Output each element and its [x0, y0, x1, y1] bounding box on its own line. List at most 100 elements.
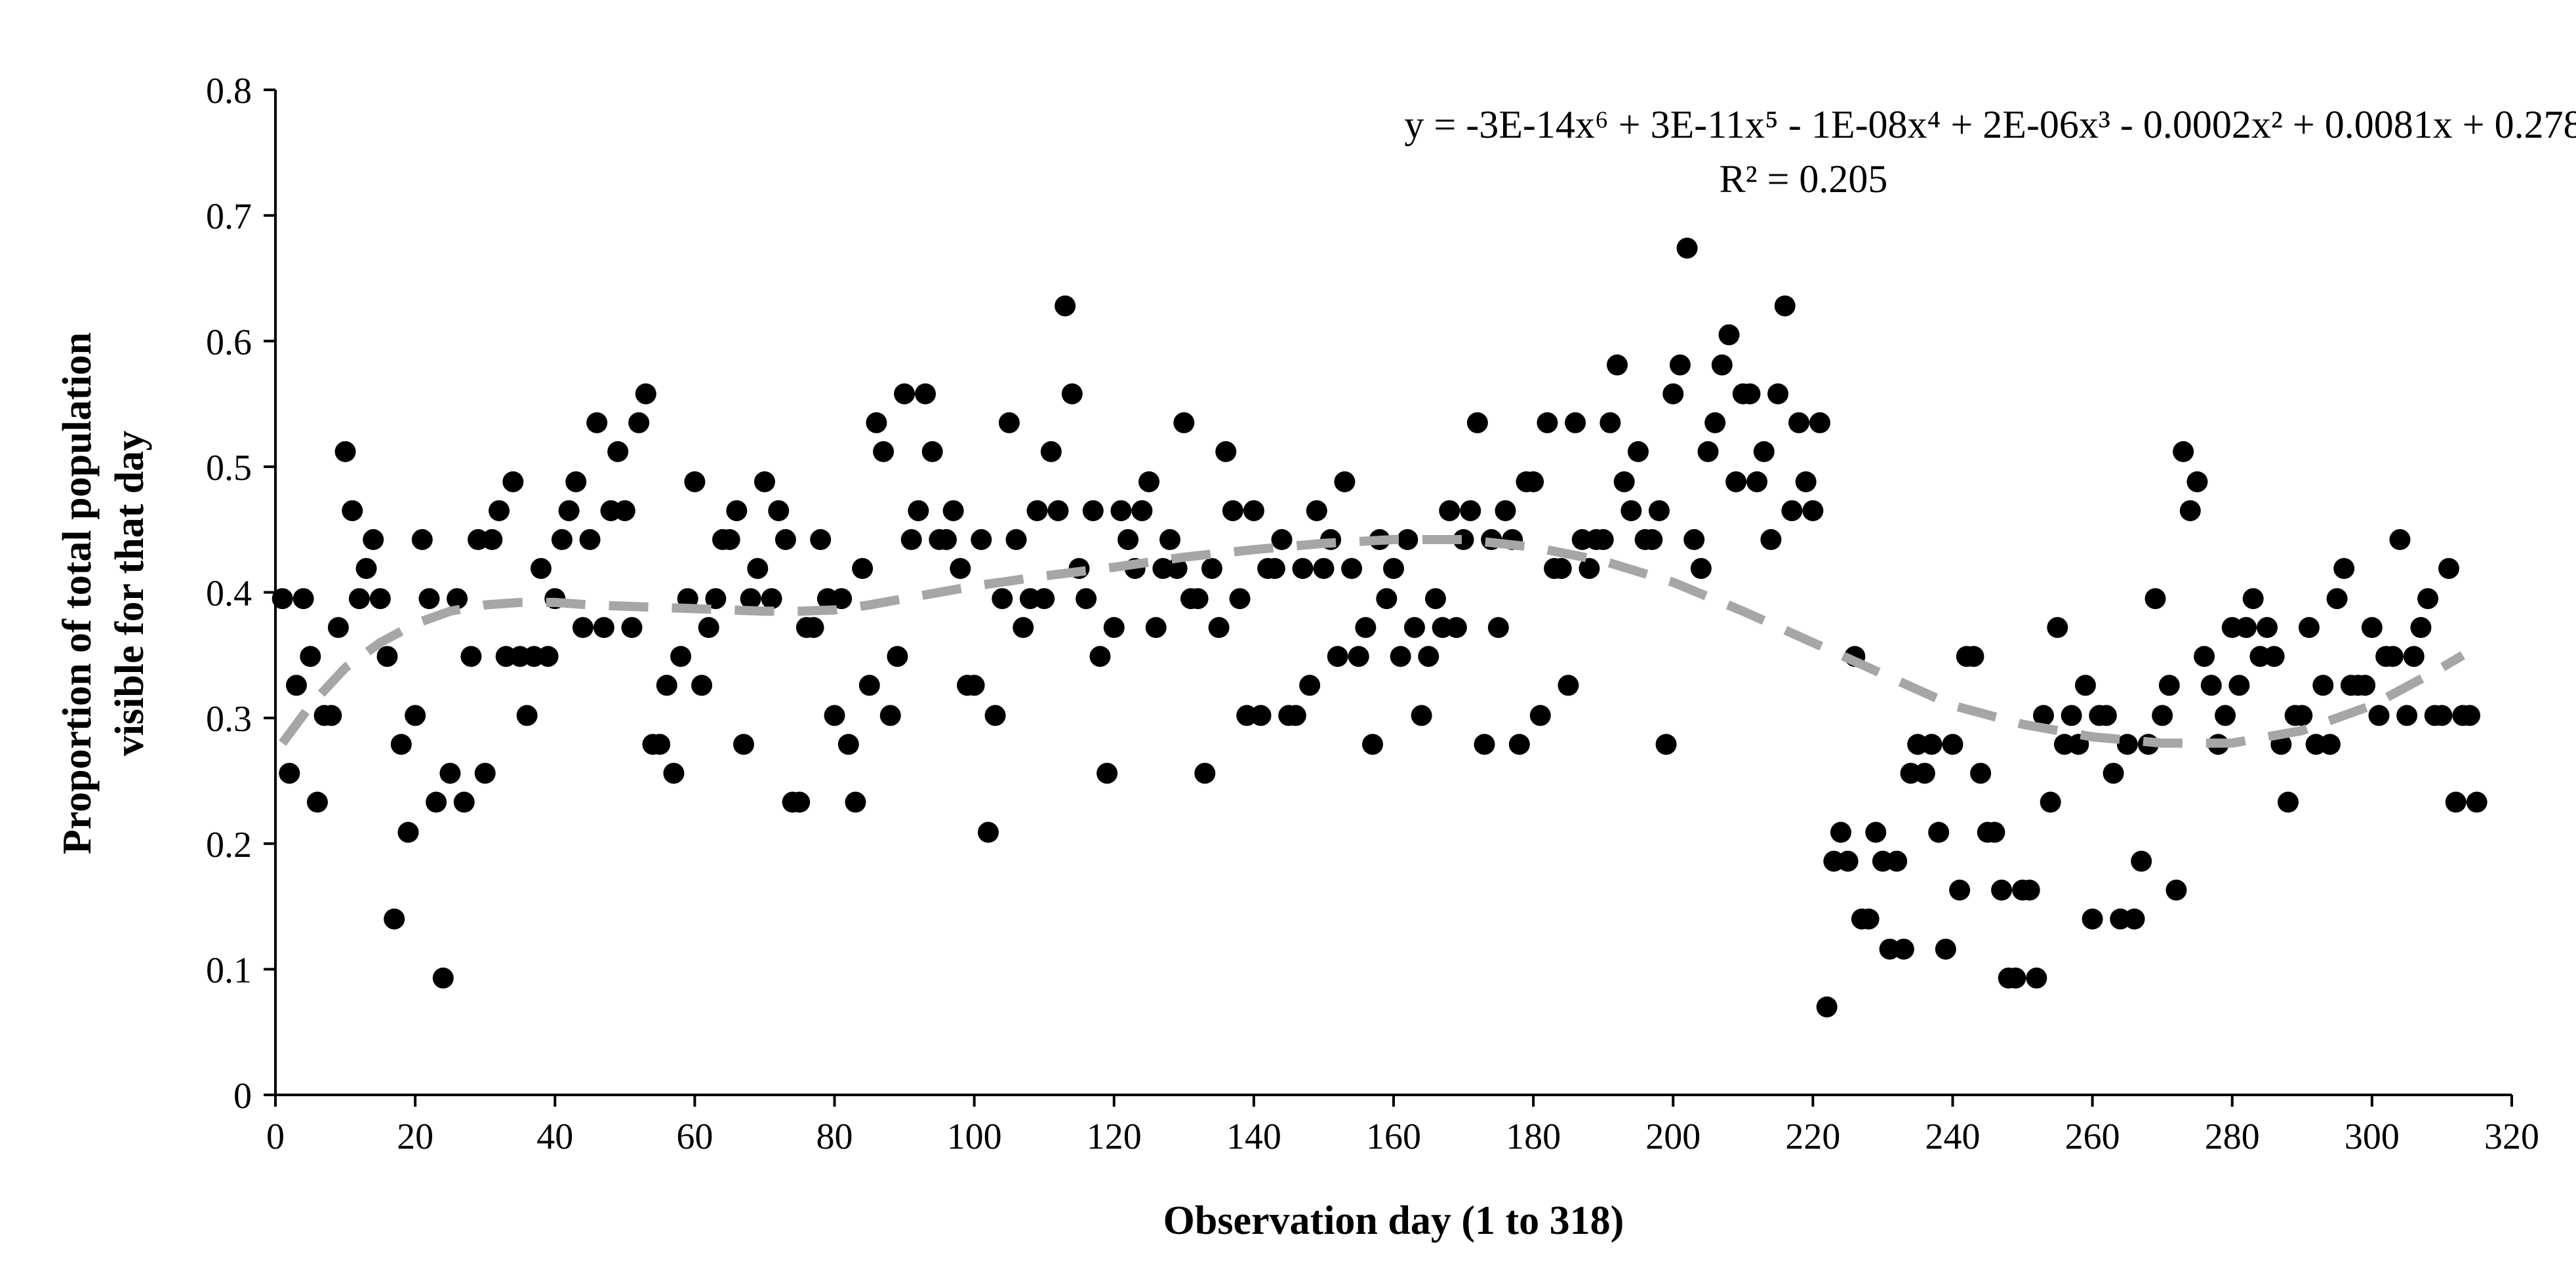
- data-point: [2179, 500, 2201, 521]
- data-point: [1292, 558, 1314, 580]
- data-point: [2410, 617, 2432, 639]
- data-point: [1676, 237, 1698, 259]
- data-point: [363, 529, 384, 551]
- data-point: [1537, 412, 1558, 433]
- data-point: [1558, 675, 1579, 696]
- data-point: [369, 588, 391, 610]
- data-point: [2459, 705, 2481, 726]
- data-point: [1648, 500, 1670, 521]
- data-point: [1474, 734, 1495, 755]
- data-point: [1047, 500, 1069, 521]
- data-point: [1040, 441, 1062, 462]
- data-point: [837, 734, 859, 755]
- data-point: [2040, 791, 2061, 813]
- data-point: [705, 588, 727, 610]
- data-point: [2200, 675, 2222, 696]
- data-point: [1970, 762, 1992, 784]
- data-point: [1963, 646, 1984, 667]
- data-point: [1523, 471, 1544, 492]
- data-point: [1138, 471, 1160, 492]
- data-point: [1390, 646, 1411, 667]
- data-point: [327, 617, 349, 639]
- data-point: [1858, 908, 1880, 930]
- data-point: [733, 734, 754, 755]
- data-points: [272, 237, 2487, 1018]
- data-point: [1600, 412, 1621, 433]
- data-point: [1886, 850, 1908, 872]
- data-point: [1453, 529, 1474, 551]
- data-point: [2103, 762, 2124, 784]
- data-point: [1662, 383, 1684, 405]
- data-point: [1565, 412, 1586, 433]
- data-point: [1264, 558, 1285, 580]
- data-point: [1355, 617, 1377, 639]
- data-point: [1607, 354, 1628, 376]
- data-point: [2005, 967, 2026, 989]
- data-point: [1208, 617, 1230, 639]
- data-point: [1579, 558, 1600, 580]
- data-point: [2361, 617, 2383, 639]
- data-point: [1753, 441, 1775, 462]
- data-point: [1445, 617, 1467, 639]
- trendline-equation: y = -3E-14x⁶ + 3E-11x⁵ - 1E-08x⁴ + 2E-06…: [1404, 103, 2576, 146]
- x-tick-label: 40: [536, 1117, 573, 1157]
- data-point: [2326, 588, 2348, 610]
- data-point: [1131, 500, 1153, 521]
- data-point: [1327, 646, 1348, 667]
- data-point: [1076, 588, 1097, 610]
- data-point: [1788, 412, 1810, 433]
- data-point: [1495, 500, 1516, 521]
- data-point: [384, 908, 405, 930]
- data-point: [292, 588, 314, 610]
- data-point: [656, 675, 677, 696]
- x-tick-label: 320: [2484, 1117, 2539, 1157]
- data-point: [2396, 705, 2418, 726]
- data-point: [1627, 441, 1649, 462]
- data-point: [1830, 821, 1851, 843]
- data-point: [1641, 529, 1663, 551]
- data-point: [1376, 588, 1398, 610]
- data-point: [1655, 734, 1677, 755]
- data-point: [1013, 617, 1034, 639]
- data-point: [998, 412, 1020, 433]
- data-point: [963, 675, 985, 696]
- data-point: [2417, 588, 2439, 610]
- data-point: [789, 791, 811, 813]
- data-point: [1411, 705, 1432, 726]
- data-point: [1005, 529, 1027, 551]
- data-point: [426, 791, 447, 813]
- data-point: [2116, 734, 2138, 755]
- data-point: [1809, 412, 1831, 433]
- data-point: [572, 617, 594, 639]
- data-point: [2158, 675, 2180, 696]
- data-point: [1921, 734, 1942, 755]
- data-point: [915, 383, 936, 405]
- data-point: [2152, 705, 2173, 726]
- data-point: [300, 646, 321, 667]
- x-tick-label: 260: [2065, 1117, 2120, 1157]
- data-point: [1767, 383, 1789, 405]
- data-point: [900, 529, 922, 551]
- data-point: [2215, 705, 2236, 726]
- data-point: [803, 617, 824, 639]
- data-point: [1313, 558, 1335, 580]
- y-tick-label: 0.3: [206, 699, 252, 740]
- data-point: [593, 617, 614, 639]
- data-point: [2131, 850, 2152, 872]
- data-point: [614, 500, 635, 521]
- data-point: [1620, 500, 1642, 521]
- data-point: [439, 762, 461, 784]
- data-point: [1341, 558, 1363, 580]
- data-point: [1110, 500, 1132, 521]
- data-point: [866, 412, 887, 433]
- data-point: [1865, 821, 1887, 843]
- data-point: [1306, 500, 1327, 521]
- data-point: [1166, 558, 1188, 580]
- y-tick-label: 0.6: [206, 322, 252, 363]
- data-point: [2144, 588, 2166, 610]
- data-point: [1928, 821, 1950, 843]
- data-point: [2095, 705, 2117, 726]
- data-point: [2061, 705, 2082, 726]
- data-point: [858, 675, 880, 696]
